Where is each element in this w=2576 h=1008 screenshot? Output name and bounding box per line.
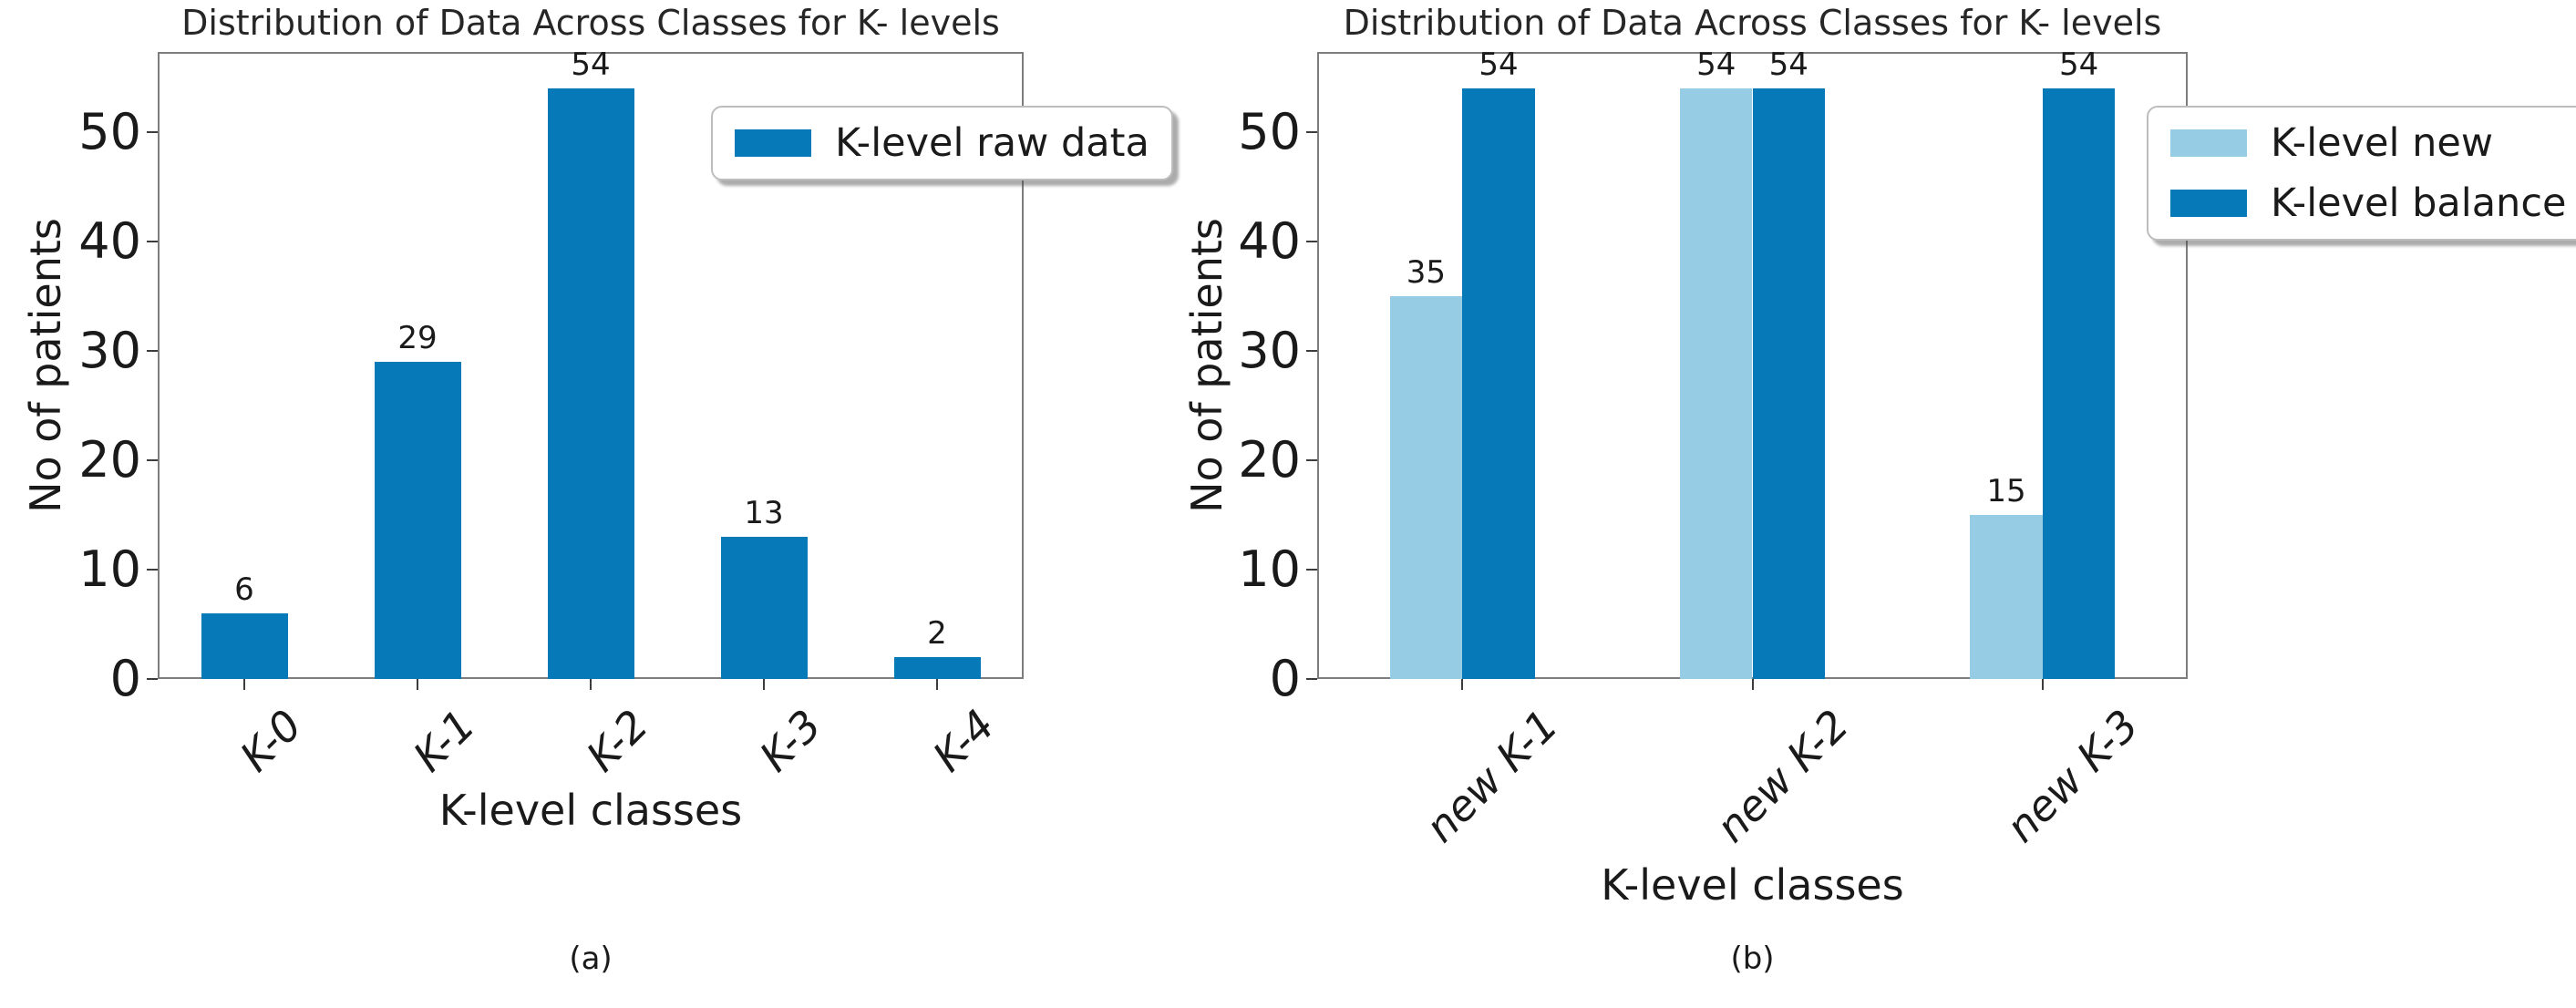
legend-label: K-level new	[2271, 120, 2493, 166]
x-tick-mark	[2041, 679, 2044, 690]
y-tick-label-10: 10	[78, 540, 141, 598]
bar-value-label-new-k-2-k-level-new: 54	[1696, 46, 1736, 83]
bar-new-k-3-k-level-new	[1970, 514, 2043, 679]
chart-a-legend: K-level raw data	[711, 106, 1173, 180]
bar-new-k-1-k-level-new	[1389, 295, 1463, 679]
y-tick-mark	[1306, 458, 1317, 461]
y-tick-label-0: 0	[1269, 650, 1301, 707]
y-tick-label-20: 20	[78, 430, 141, 489]
y-tick-mark	[147, 678, 158, 680]
bar-value-label-new-k-2-k-level-balance: 54	[1768, 46, 1808, 83]
y-tick-mark	[1306, 240, 1317, 242]
bar-k-3-k-level-raw-data	[720, 536, 808, 679]
bar-value-label-k-1-k-level-raw-data: 29	[397, 319, 438, 356]
bar-k-0-k-level-raw-data	[201, 612, 288, 679]
x-tick-mark	[1461, 679, 1464, 690]
x-tick-mark	[1751, 679, 1754, 690]
y-tick-label-10: 10	[1238, 540, 1301, 598]
bar-value-label-k-0-k-level-raw-data: 6	[234, 571, 254, 608]
x-tick-mark	[763, 679, 765, 690]
subfigure-caption-a: (a)	[569, 941, 613, 977]
subfigure-caption-b: (b)	[1730, 941, 1775, 977]
bar-new-k-2-k-level-new	[1679, 87, 1753, 679]
y-tick-mark	[147, 458, 158, 461]
y-tick-label-50: 50	[1238, 102, 1301, 160]
legend-label: K-level raw data	[835, 120, 1149, 166]
chart-b-legend: K-level new K-level balance	[2147, 106, 2576, 241]
y-tick-label-30: 30	[1238, 321, 1301, 379]
x-tick-mark	[590, 679, 592, 690]
bar-new-k-3-k-level-balance	[2042, 87, 2116, 679]
legend-entry-new: K-level new	[2170, 120, 2566, 166]
x-tick-mark	[936, 679, 938, 690]
legend-entry-balance: K-level balance	[2170, 180, 2566, 226]
bar-value-label-new-k-1-k-level-new: 35	[1406, 253, 1446, 291]
y-tick-label-40: 40	[78, 211, 141, 270]
bar-value-label-k-4-k-level-raw-data: 2	[927, 614, 947, 652]
chart-a-x-axis-label: K-level classes	[438, 786, 743, 835]
bar-value-label-k-2-k-level-raw-data: 54	[571, 46, 611, 83]
legend-entry-raw-data: K-level raw data	[735, 120, 1149, 166]
dark-blue-swatch-icon	[735, 129, 811, 157]
y-tick-label-30: 30	[78, 321, 141, 379]
chart-b-x-axis-label: K-level classes	[1601, 860, 1904, 910]
dark-blue-swatch-icon	[2170, 190, 2247, 217]
legend-label: K-level balance	[2271, 180, 2567, 226]
bar-k-1-k-level-raw-data	[374, 361, 461, 679]
y-tick-label-40: 40	[1238, 211, 1301, 270]
chart-a-title: Distribution of Data Across Classes for …	[181, 3, 1000, 43]
y-tick-label-0: 0	[109, 650, 141, 707]
y-tick-mark	[147, 349, 158, 352]
y-tick-mark	[147, 568, 158, 571]
bar-k-2-k-level-raw-data	[547, 87, 634, 679]
bar-value-label-new-k-3-k-level-new: 15	[1986, 472, 2026, 509]
bar-value-label-new-k-3-k-level-balance: 54	[2058, 46, 2099, 83]
bar-value-label-k-3-k-level-raw-data: 13	[744, 494, 784, 531]
bar-new-k-1-k-level-balance	[1462, 87, 1535, 679]
y-tick-label-50: 50	[78, 102, 141, 160]
bar-new-k-2-k-level-balance	[1752, 87, 1826, 679]
y-tick-mark	[1306, 130, 1317, 133]
chart-b-title: Distribution of Data Across Classes for …	[1343, 3, 2162, 43]
y-tick-label-20: 20	[1238, 430, 1301, 489]
y-tick-mark	[1306, 349, 1317, 352]
y-tick-mark	[1306, 568, 1317, 571]
y-tick-mark	[1306, 678, 1317, 680]
bar-value-label-new-k-1-k-level-balance: 54	[1479, 46, 1519, 83]
light-blue-swatch-icon	[2170, 129, 2247, 157]
x-tick-mark	[417, 679, 418, 690]
y-tick-mark	[147, 240, 158, 242]
y-tick-mark	[147, 130, 158, 133]
x-tick-mark	[243, 679, 245, 690]
bar-k-4-k-level-raw-data	[893, 656, 981, 679]
